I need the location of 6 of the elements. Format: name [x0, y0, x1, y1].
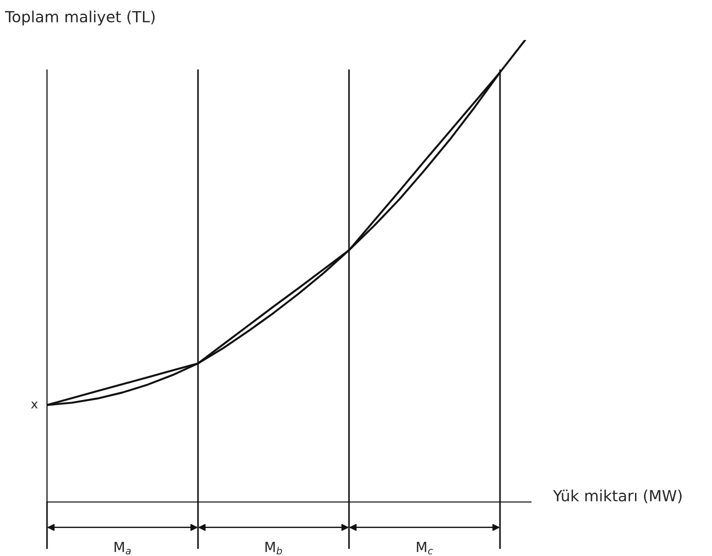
x-axis-title: Yük miktarı (MW) [552, 490, 682, 504]
text: M$_{c}$ [416, 542, 433, 554]
text: M$_{a}$ [114, 542, 131, 554]
text: x [31, 402, 38, 408]
y-axis-title: Toplam maliyet (TL) [4, 10, 155, 26]
text: M$_{b}$ [265, 542, 282, 554]
